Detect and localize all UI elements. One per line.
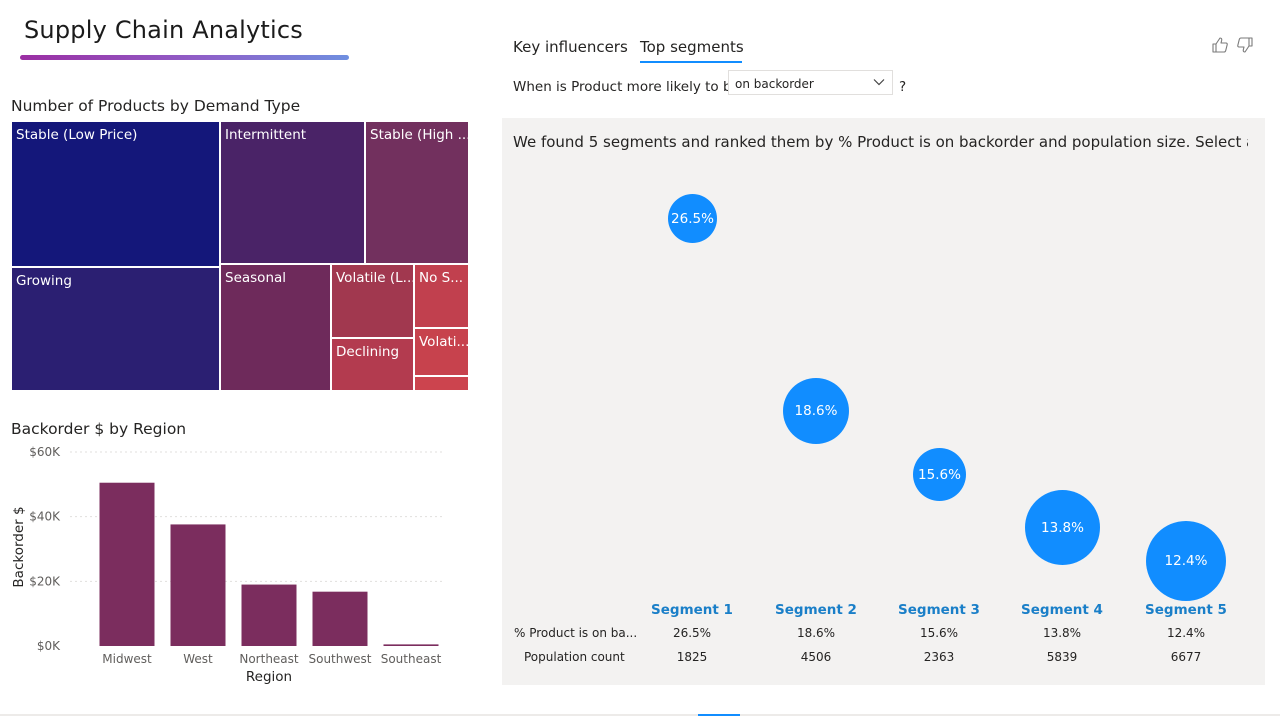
segment-label[interactable]: Segment 1: [651, 602, 733, 618]
tab-top-segments[interactable]: Top segments: [640, 38, 744, 56]
treemap-cell[interactable]: Seasonal: [220, 264, 331, 391]
question-suffix: ?: [899, 79, 907, 95]
segment-population-value: 5839: [1046, 650, 1078, 664]
segment-bubble[interactable]: 12.4%: [1146, 521, 1226, 601]
outcome-dropdown[interactable]: on backorder: [728, 70, 893, 95]
bar-northeast[interactable]: [241, 584, 297, 646]
segment-bubble[interactable]: 26.5%: [668, 194, 717, 243]
treemap-cell[interactable]: No S...: [414, 264, 469, 328]
title-accent-bar: [20, 55, 349, 60]
page-title: Supply Chain Analytics: [24, 16, 303, 44]
treemap-title: Number of Products by Demand Type: [11, 97, 301, 115]
treemap-cell[interactable]: [414, 376, 469, 391]
row-label-population: Population count: [524, 650, 625, 664]
segment-population-value: 4506: [800, 650, 832, 664]
bar-midwest[interactable]: [99, 482, 155, 646]
bar-west[interactable]: [170, 524, 226, 646]
segment-percent-value: 26.5%: [672, 626, 712, 640]
tab-key-influencers[interactable]: Key influencers: [513, 38, 628, 56]
segment-label[interactable]: Segment 4: [1021, 602, 1103, 618]
segment-bubble[interactable]: 18.6%: [783, 378, 849, 444]
treemap: Stable (Low Price) Intermittent Stable (…: [11, 121, 469, 391]
segment-percent-value: 13.8%: [1042, 626, 1082, 640]
segments-description: We found 5 segments and ranked them by %…: [513, 133, 1248, 151]
top-segments-panel: [502, 118, 1265, 685]
x-tick-label: West: [183, 652, 213, 666]
treemap-cell[interactable]: Volati...: [414, 328, 469, 376]
row-label-percent: % Product is on ba...: [514, 626, 638, 640]
bar-southwest[interactable]: [312, 591, 368, 646]
y-tick-label: $0K: [37, 639, 61, 653]
segment-bubble[interactable]: 15.6%: [913, 448, 966, 501]
question-text: When is Product more likely to be: [513, 79, 740, 95]
x-tick-label: Northeast: [239, 652, 299, 666]
treemap-cell[interactable]: Growing: [11, 267, 220, 391]
x-tick-label: Midwest: [102, 652, 152, 666]
segment-label[interactable]: Segment 3: [898, 602, 980, 618]
x-tick-label: Southwest: [308, 652, 371, 666]
segment-label[interactable]: Segment 5: [1145, 602, 1227, 618]
bar-southeast[interactable]: [383, 644, 439, 646]
active-page-indicator: [698, 714, 740, 716]
x-axis-label: Region: [246, 669, 292, 685]
x-tick-label: Southeast: [381, 652, 442, 666]
bar-chart-title: Backorder $ by Region: [11, 420, 187, 438]
y-tick-label: $60K: [29, 445, 61, 459]
segment-percent-value: 18.6%: [796, 626, 836, 640]
y-tick-label: $20K: [29, 574, 61, 588]
segment-label[interactable]: Segment 2: [775, 602, 857, 618]
segment-percent-value: 12.4%: [1166, 626, 1206, 640]
thumbs-down-icon[interactable]: [1236, 36, 1254, 58]
segment-population-value: 1825: [676, 650, 708, 664]
thumbs-up-icon[interactable]: [1211, 36, 1229, 58]
active-tab-indicator: [640, 61, 742, 63]
y-tick-label: $40K: [29, 510, 61, 524]
segment-population-value: 6677: [1170, 650, 1202, 664]
chevron-down-icon: [872, 75, 886, 92]
page-tabs-divider: [0, 714, 1280, 716]
segment-percent-value: 15.6%: [919, 626, 959, 640]
treemap-cell[interactable]: Stable (High ...: [365, 121, 469, 264]
segment-bubble[interactable]: 13.8%: [1025, 490, 1100, 565]
y-axis-label: Backorder $: [11, 506, 27, 587]
segment-population-value: 2363: [923, 650, 955, 664]
treemap-cell[interactable]: Intermittent: [220, 121, 365, 264]
bar-chart: Midwest West Northeast Southwest Southeast $…: [11, 445, 445, 685]
dropdown-value: on backorder: [735, 77, 814, 91]
treemap-cell[interactable]: Volatile (L...: [331, 264, 414, 338]
treemap-cell[interactable]: Declining: [331, 338, 414, 391]
treemap-cell[interactable]: Stable (Low Price): [11, 121, 220, 267]
